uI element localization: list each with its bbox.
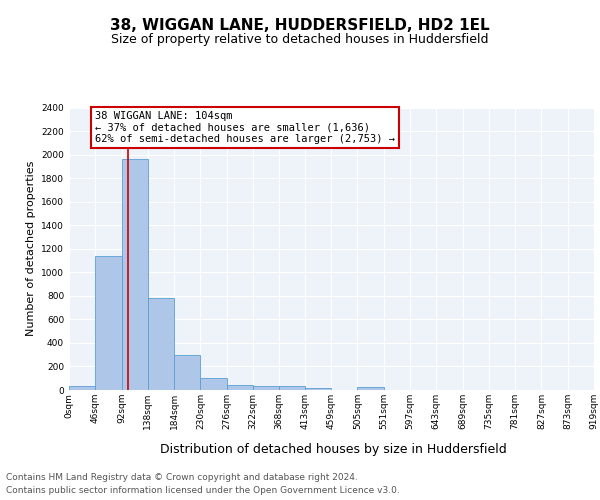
Bar — [122, 160, 148, 390]
Bar — [227, 384, 253, 390]
Bar — [174, 354, 200, 390]
Text: Distribution of detached houses by size in Huddersfield: Distribution of detached houses by size … — [160, 442, 506, 456]
Bar — [253, 386, 279, 390]
Bar — [358, 387, 384, 390]
Bar — [95, 256, 122, 390]
Text: Contains public sector information licensed under the Open Government Licence v3: Contains public sector information licen… — [6, 486, 400, 495]
Bar — [200, 378, 227, 390]
Bar — [69, 386, 95, 390]
Bar — [305, 388, 331, 390]
Bar — [148, 298, 174, 390]
Text: 38, WIGGAN LANE, HUDDERSFIELD, HD2 1EL: 38, WIGGAN LANE, HUDDERSFIELD, HD2 1EL — [110, 18, 490, 32]
Text: Size of property relative to detached houses in Huddersfield: Size of property relative to detached ho… — [111, 32, 489, 46]
Bar — [279, 386, 305, 390]
Text: 38 WIGGAN LANE: 104sqm
← 37% of detached houses are smaller (1,636)
62% of semi-: 38 WIGGAN LANE: 104sqm ← 37% of detached… — [95, 111, 395, 144]
Text: Contains HM Land Registry data © Crown copyright and database right 2024.: Contains HM Land Registry data © Crown c… — [6, 472, 358, 482]
Y-axis label: Number of detached properties: Number of detached properties — [26, 161, 35, 336]
